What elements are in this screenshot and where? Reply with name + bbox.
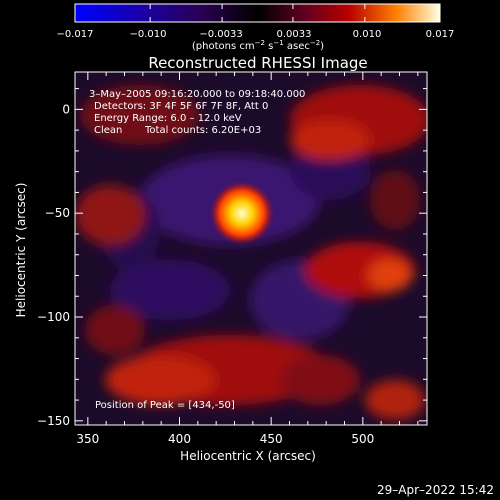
colorbar-tick-label-1: −0.010 — [129, 29, 166, 40]
y-tick-label-minus150: −150 — [37, 414, 70, 428]
colorbar-units: (photons cm−2 s−1 asec−2) — [192, 39, 324, 52]
y-tick-label-minus100: −100 — [37, 310, 70, 324]
annotation-energy: Energy Range: 6.0 – 12.0 keV — [94, 113, 242, 124]
x-tick-labels: 350 400 450 500 — [76, 432, 374, 446]
y-tick-label-minus50: −50 — [45, 206, 70, 220]
colorbar-tick-label-0: −0.017 — [56, 29, 93, 40]
annotation-time: 3–May–2005 09:16:20.000 to 09:18:40.000 — [89, 89, 305, 100]
annotation-detectors: Detectors: 3F 4F 5F 6F 7F 8F, Att 0 — [94, 101, 268, 112]
y-tick-label-0: 0 — [62, 102, 70, 116]
x-tick-label-500: 500 — [351, 432, 374, 446]
colorbar — [74, 3, 441, 23]
x-tick-label-350: 350 — [76, 432, 99, 446]
colorbar-tick-label-4: 0.010 — [353, 29, 382, 40]
colorbar-tick-label-3: 0.0033 — [277, 29, 312, 40]
y-axis-label: Heliocentric Y (arcsec) — [14, 183, 28, 318]
x-tick-label-400: 400 — [168, 432, 191, 446]
x-tick-label-450: 450 — [260, 432, 283, 446]
colorbar-tick-label-5: 0.017 — [426, 29, 455, 40]
colorbar-tick-labels: −0.017 −0.010 −0.0033 0.0033 0.010 0.017 — [56, 29, 454, 40]
x-axis-ticks — [87, 72, 419, 425]
peak-source — [209, 181, 274, 246]
chart-title: Reconstructed RHESSI Image — [148, 54, 367, 72]
plot-frame — [74, 71, 428, 426]
annotation-counts: Total counts: 6.20E+03 — [144, 125, 261, 136]
annotation-peak-position: Position of Peak = [434,-50] — [95, 400, 235, 411]
y-axis-ticks — [75, 88, 427, 422]
colorbar-tick-label-2: −0.0033 — [199, 29, 242, 40]
annotation-clean: Clean — [94, 125, 122, 136]
date-stamp: 29–Apr–2022 15:42 — [377, 483, 494, 497]
colorbar-ticks — [74, 4, 441, 22]
y-tick-labels: 0 −50 −100 −150 — [37, 102, 70, 427]
x-axis-label: Heliocentric X (arcsec) — [180, 449, 316, 463]
heatmap-image: 3–May–2005 09:16:20.000 to 09:18:40.000 … — [75, 72, 427, 425]
